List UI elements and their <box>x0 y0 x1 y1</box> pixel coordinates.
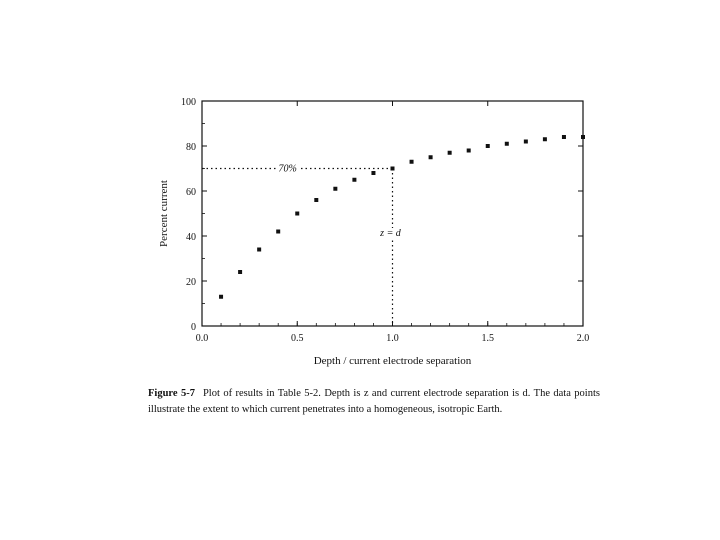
caption-text: Plot of results in Table 5-2. Depth is z… <box>148 388 600 415</box>
data-point <box>466 148 471 153</box>
data-point <box>504 141 509 146</box>
y-tick-label: 40 <box>186 232 196 243</box>
x-axis-title: Depth / current electrode separation <box>314 355 472 367</box>
y-axis-title: Percent current <box>158 180 170 247</box>
annotation-z-equals-d: z = d <box>379 228 402 239</box>
data-point <box>561 135 566 139</box>
x-tick-label: 0.0 <box>196 333 209 344</box>
data-point <box>390 166 395 171</box>
data-point <box>485 144 490 148</box>
data-point <box>352 177 357 182</box>
annotation-background <box>378 228 403 239</box>
x-tick-label: 0.5 <box>291 333 304 344</box>
y-tick-label: 0 <box>191 322 196 333</box>
data-point <box>409 159 414 164</box>
data-point <box>542 137 547 142</box>
data-point <box>219 294 224 299</box>
y-tick-label: 20 <box>186 277 196 288</box>
data-point <box>295 211 300 216</box>
data-point <box>428 155 433 160</box>
data-point <box>333 186 338 191</box>
data-point <box>257 247 262 252</box>
annotation-background <box>276 163 299 175</box>
figure-label: Figure 5-7 <box>148 388 195 399</box>
x-tick-label: 2.0 <box>577 333 590 344</box>
y-tick-label: 100 <box>181 97 196 108</box>
data-point <box>447 150 452 155</box>
x-ticks: 0.0 0.5 1.0 1.5 2.0 <box>196 101 590 344</box>
data-point <box>523 139 528 144</box>
data-point <box>314 198 319 202</box>
x-tick-label: 1.5 <box>482 333 495 344</box>
data-point <box>238 270 243 274</box>
data-point <box>276 229 281 234</box>
x-tick-label: 1.0 <box>386 333 399 344</box>
annotation-70-percent: 70% <box>279 164 297 175</box>
y-tick-label: 60 <box>186 187 196 198</box>
reference-lines <box>202 167 394 326</box>
data-point <box>581 135 585 139</box>
y-ticks: 0 20 40 60 80 100 <box>181 97 583 333</box>
figure-caption: Figure 5-7 Plot of results in Table 5-2. … <box>148 386 600 418</box>
annotations: 70% z = d <box>276 163 403 239</box>
y-tick-label: 80 <box>186 142 196 153</box>
data-point <box>371 171 376 175</box>
data-points <box>219 135 585 299</box>
